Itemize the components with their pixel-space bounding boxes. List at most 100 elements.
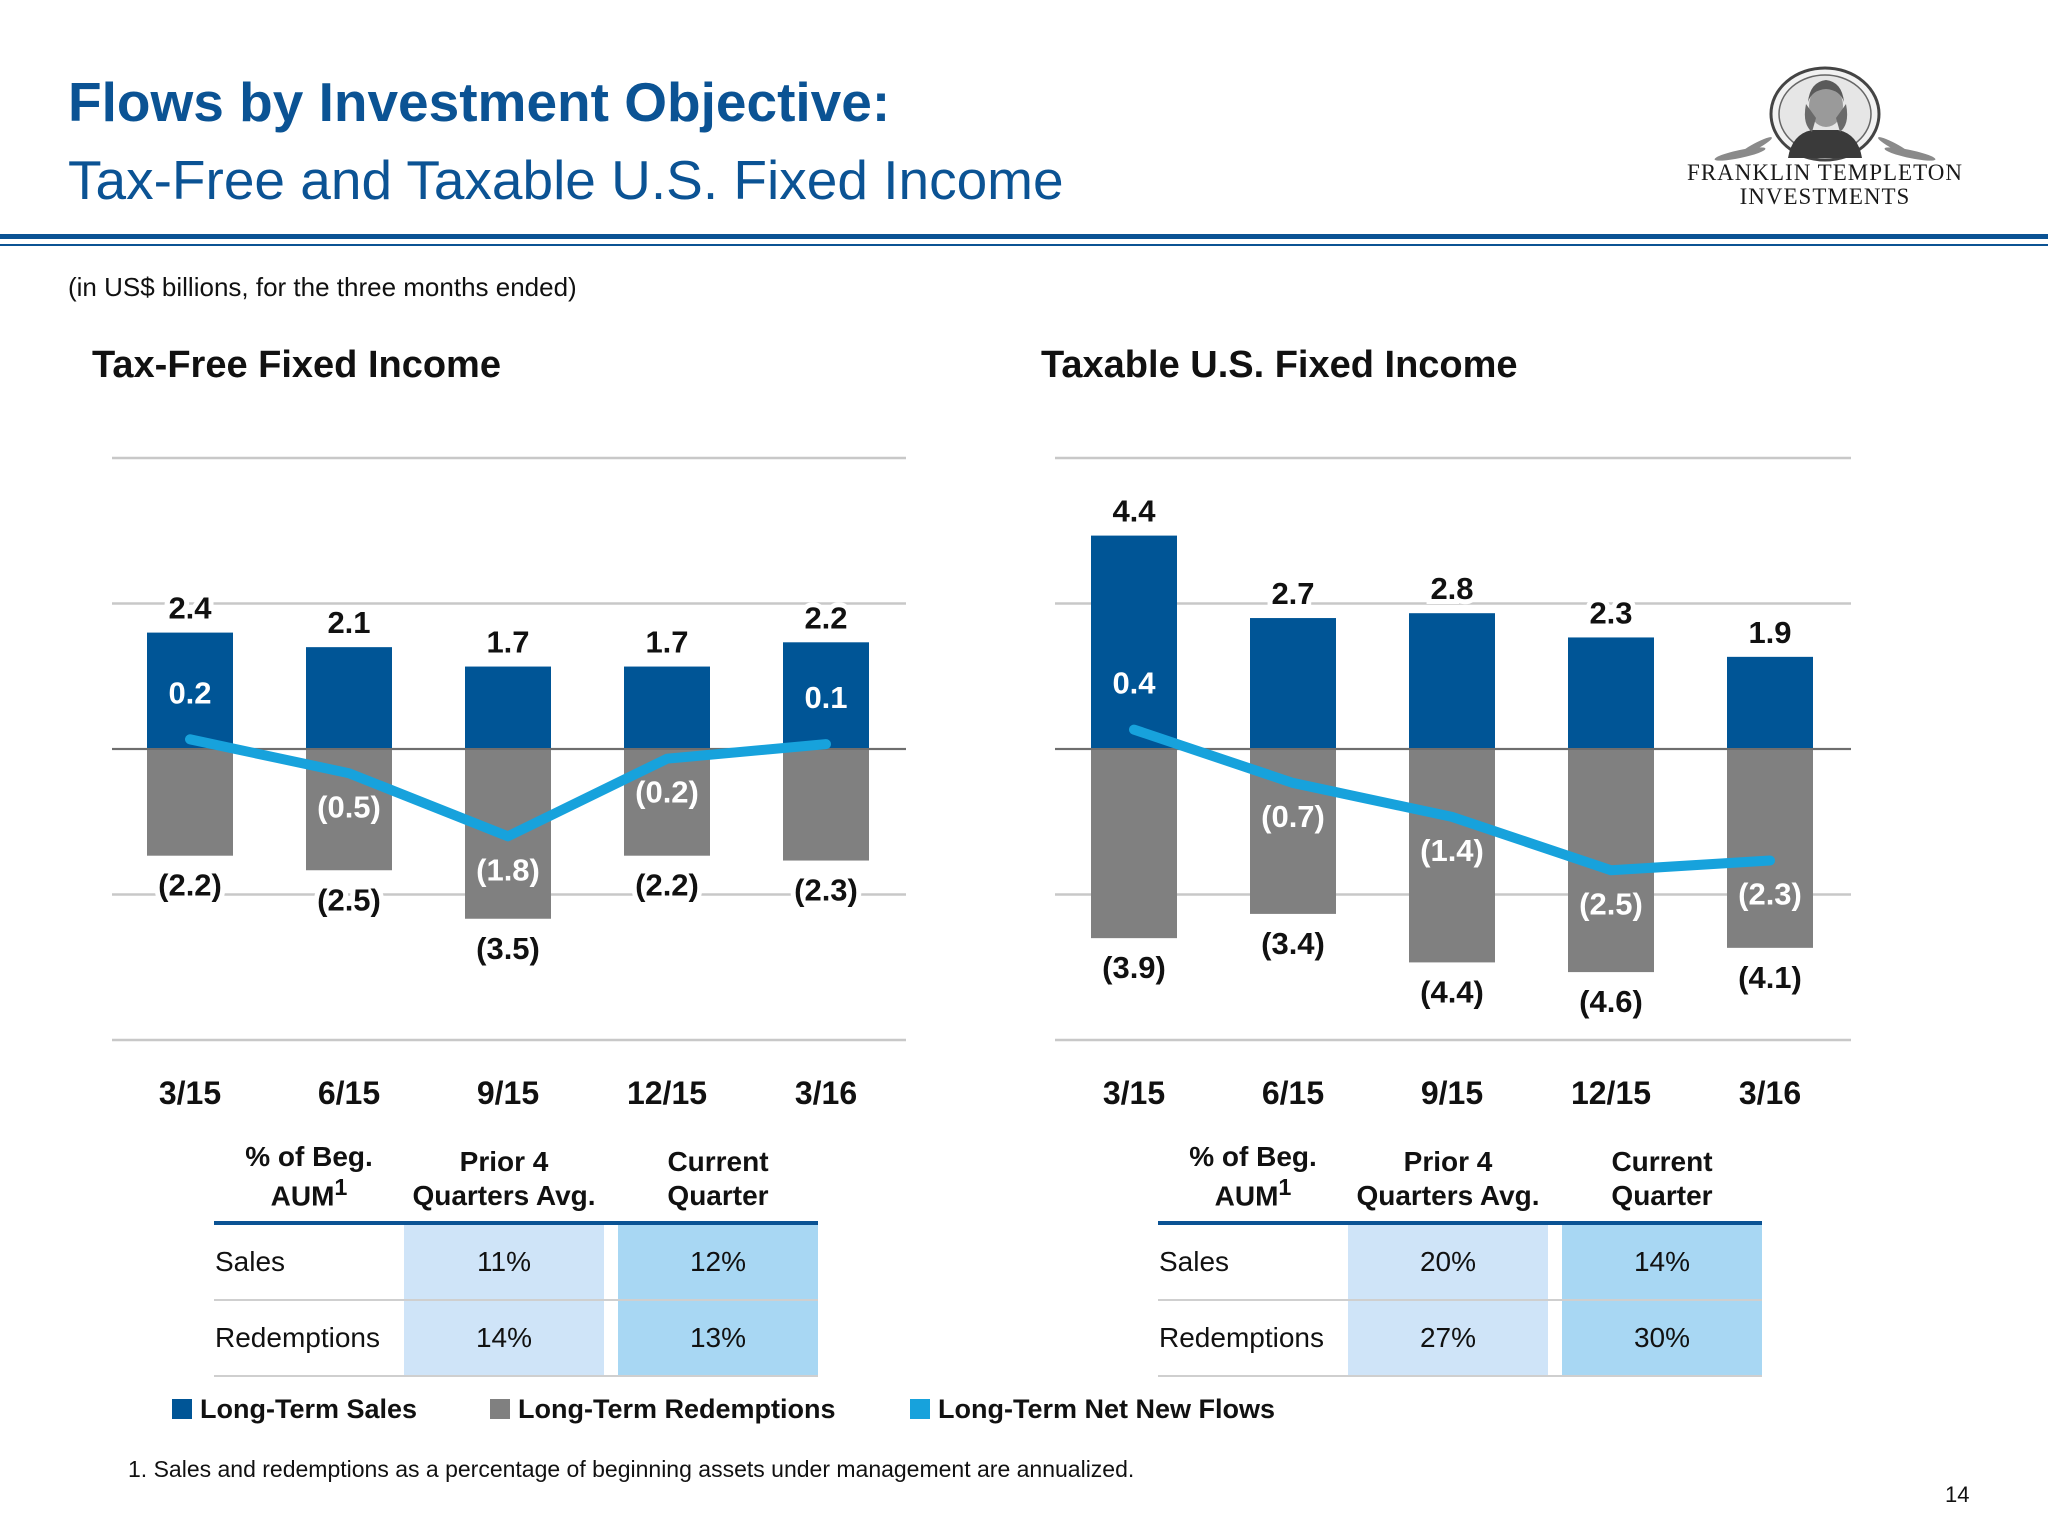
cell-gap	[1548, 1222, 1562, 1301]
x-tick-label: 3/16	[1739, 1075, 1801, 1111]
sales-bar	[306, 647, 392, 749]
cell-gap	[604, 1299, 618, 1377]
header-gap	[1548, 1140, 1562, 1225]
sales-value-label: 2.4	[168, 591, 212, 626]
franklin-templeton-logo: FRANKLIN TEMPLETON INVESTMENTS	[1670, 62, 1980, 212]
redemptions-bar	[1409, 749, 1495, 963]
legend-label-sales: Long-Term Sales	[200, 1393, 418, 1424]
cell-gap	[1548, 1299, 1562, 1377]
x-tick-label: 9/15	[477, 1075, 539, 1111]
sales-value-label: 1.7	[486, 625, 529, 660]
sales-value-label: 2.1	[327, 605, 370, 640]
legend-swatch-net-flows	[910, 1399, 930, 1419]
row-label-redemptions: Redemptions	[214, 1299, 404, 1377]
header-prior-avg: Prior 4 Quarters Avg.	[1348, 1140, 1548, 1225]
sales-bar	[147, 632, 233, 749]
header-rule-thick	[0, 234, 2048, 239]
portrait-medallion-icon	[1714, 66, 1936, 162]
net-flows-value-label: (1.8)	[476, 852, 540, 887]
table-row: Redemptions 27% 30%	[1158, 1299, 1762, 1377]
legend-item-redemptions: Long-Term Redemptions	[490, 1392, 836, 1426]
taxable-us-fixed-income-chart: 4.4 (3.9) 3/15 2.7 (3.4) 6/15 2.8 (4.4) 9/15 2.3 (…	[1055, 456, 1851, 1111]
sales-value-label: 2.8	[1430, 571, 1473, 606]
redemptions-value-label: (3.4)	[1261, 926, 1325, 961]
header-pct-beg-aum: % of Beg. AUM1	[214, 1140, 404, 1225]
table-row: Redemptions 14% 13%	[214, 1299, 818, 1377]
cell-gap	[604, 1222, 618, 1301]
header-rule-thin	[0, 244, 2048, 246]
redemptions-value-label: (4.6)	[1579, 984, 1643, 1019]
net-flows-value-label: 0.2	[168, 675, 211, 710]
net-flows-value-label: 0.1	[804, 680, 847, 715]
sales-current-value: 12%	[618, 1222, 818, 1301]
header-pct-beg-aum-text: % of Beg. AUM	[1189, 1141, 1317, 1211]
units-note: (in US$ billions, for the three months e…	[68, 272, 577, 302]
table-row: Sales 11% 12%	[214, 1222, 818, 1301]
tax-free-aum-table: % of Beg. AUM1 Prior 4 Quarters Avg. Cur…	[214, 1140, 818, 1377]
footnote-ref: 1	[334, 1173, 348, 1200]
header-pct-beg-aum-text: % of Beg. AUM	[245, 1141, 373, 1211]
net-flows-value-label: 0.4	[1112, 666, 1156, 701]
sales-bar	[465, 666, 551, 749]
footnote-ref: 1	[1278, 1173, 1292, 1200]
x-tick-label: 12/15	[1571, 1075, 1651, 1111]
sales-value-label: 1.7	[645, 625, 688, 660]
table-row: Sales 20% 14%	[1158, 1222, 1762, 1301]
redemptions-bar	[783, 749, 869, 861]
net-flows-value-label: (0.5)	[317, 789, 381, 824]
sales-bar	[1409, 613, 1495, 749]
page-title: Flows by Investment Objective:	[68, 71, 891, 133]
page-subtitle: Tax-Free and Taxable U.S. Fixed Income	[68, 149, 1064, 211]
sales-value-label: 2.2	[804, 600, 847, 635]
row-label-sales: Sales	[1158, 1222, 1348, 1301]
sales-bar	[1091, 535, 1177, 749]
redemptions-bar	[147, 749, 233, 856]
legend-swatch-redemptions	[490, 1399, 510, 1419]
x-tick-label: 3/15	[159, 1075, 221, 1111]
redemptions-value-label: (3.9)	[1102, 950, 1166, 985]
x-tick-label: 6/15	[1262, 1075, 1324, 1111]
sales-bar	[1250, 618, 1336, 749]
row-label-sales: Sales	[214, 1222, 404, 1301]
sales-bar	[1568, 637, 1654, 749]
redemptions-value-label: (2.2)	[158, 868, 222, 903]
tax-free-fixed-income-chart: 2.4 (2.2) 3/15 2.1 (2.5) 6/15 1.7 (3.5) 9/15 1.7 (…	[112, 456, 906, 1111]
redemptions-value-label: (2.2)	[635, 868, 699, 903]
header-pct-beg-aum: % of Beg. AUM1	[1158, 1140, 1348, 1225]
logo-wordmark-line1: FRANKLIN TEMPLETON	[1687, 160, 1963, 185]
redemptions-bar	[1091, 749, 1177, 939]
sales-value-label: 2.3	[1589, 595, 1632, 630]
x-tick-label: 3/16	[795, 1075, 857, 1111]
redemptions-prior-value: 27%	[1348, 1299, 1548, 1377]
sales-prior-value: 11%	[404, 1222, 604, 1301]
legend-label-net-flows: Long-Term Net New Flows	[938, 1393, 1276, 1424]
legend-item-sales: Long-Term Sales	[172, 1392, 417, 1426]
page-number: 14	[1945, 1482, 1970, 1507]
redemptions-value-label: (3.5)	[476, 931, 540, 966]
sales-prior-value: 20%	[1348, 1222, 1548, 1301]
redemptions-value-label: (4.1)	[1738, 960, 1802, 995]
footnote: 1. Sales and redemptions as a percentage…	[128, 1456, 1135, 1482]
x-tick-label: 3/15	[1103, 1075, 1165, 1111]
sales-value-label: 2.7	[1271, 576, 1314, 611]
row-label-redemptions: Redemptions	[1158, 1299, 1348, 1377]
header-current-quarter: Current Quarter	[618, 1140, 818, 1225]
sales-bar	[1727, 656, 1813, 749]
sales-bar	[783, 642, 869, 749]
header-current-quarter: Current Quarter	[1562, 1140, 1762, 1225]
chart-title-taxable: Taxable U.S. Fixed Income	[1041, 344, 1518, 386]
x-tick-label: 9/15	[1421, 1075, 1483, 1111]
chart-title-tax-free: Tax-Free Fixed Income	[92, 344, 501, 386]
header-prior-avg: Prior 4 Quarters Avg.	[404, 1140, 604, 1225]
legend-swatch-sales	[172, 1399, 192, 1419]
net-flows-value-label: (0.2)	[635, 775, 699, 810]
sales-bar	[624, 666, 710, 749]
net-flows-value-label: (2.3)	[1738, 877, 1802, 912]
net-flows-value-label: (0.7)	[1261, 799, 1325, 834]
redemptions-current-value: 13%	[618, 1299, 818, 1377]
redemptions-value-label: (2.5)	[317, 882, 381, 917]
redemptions-current-value: 30%	[1562, 1299, 1762, 1377]
net-flows-line	[1129, 724, 1775, 876]
sales-current-value: 14%	[1562, 1222, 1762, 1301]
